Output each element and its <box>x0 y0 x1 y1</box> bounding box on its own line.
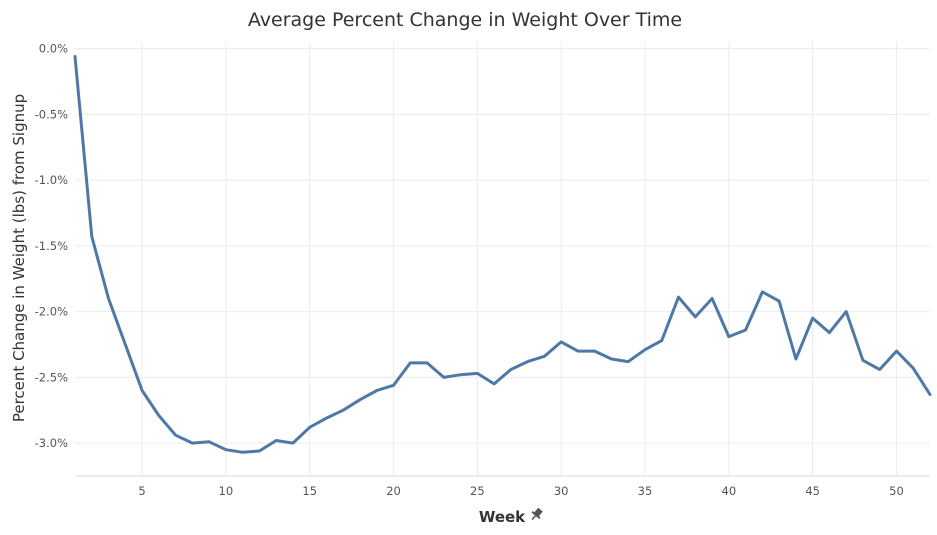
data-point[interactable] <box>525 359 531 365</box>
data-point[interactable] <box>726 334 732 340</box>
data-point[interactable] <box>692 314 698 320</box>
y-tick-label: -1.0% <box>35 173 68 187</box>
data-point[interactable] <box>290 440 296 446</box>
data-point[interactable] <box>474 370 480 376</box>
data-point[interactable] <box>793 356 799 362</box>
data-point[interactable] <box>223 447 229 453</box>
data-point[interactable] <box>776 298 782 304</box>
data-point[interactable] <box>89 234 95 240</box>
data-point[interactable] <box>625 359 631 365</box>
data-point[interactable] <box>609 356 615 362</box>
data-point[interactable] <box>139 388 145 394</box>
data-point[interactable] <box>357 397 363 403</box>
data-point[interactable] <box>709 296 715 302</box>
data-point[interactable] <box>759 289 765 295</box>
data-point[interactable] <box>659 338 665 344</box>
y-tick-label: -2.5% <box>35 370 68 384</box>
data-point[interactable] <box>826 330 832 336</box>
data-point[interactable] <box>575 348 581 354</box>
data-point[interactable] <box>106 296 112 302</box>
gridlines <box>75 42 930 476</box>
data-point[interactable] <box>407 360 413 366</box>
data-point[interactable] <box>240 449 246 455</box>
data-point[interactable] <box>458 372 464 378</box>
x-tick-label: 35 <box>638 484 653 498</box>
data-point[interactable] <box>122 342 128 348</box>
series-line[interactable] <box>73 55 932 454</box>
data-point[interactable] <box>910 365 916 371</box>
data-point[interactable] <box>391 382 397 388</box>
x-tick-label: 30 <box>554 484 569 498</box>
y-axis-title: Percent Change in Weight (lbs) from Sign… <box>10 94 28 422</box>
series-layer <box>72 54 933 455</box>
data-point[interactable] <box>173 432 179 438</box>
data-point[interactable] <box>189 440 195 446</box>
data-point[interactable] <box>592 348 598 354</box>
data-point[interactable] <box>256 448 262 454</box>
y-tick-label: -2.0% <box>35 305 68 319</box>
x-tick-label: 45 <box>805 484 820 498</box>
x-tick-label: 10 <box>219 484 234 498</box>
data-point[interactable] <box>441 374 447 380</box>
y-tick-label: 0.0% <box>39 42 68 56</box>
x-tick-label: 20 <box>386 484 401 498</box>
data-point[interactable] <box>324 415 330 421</box>
data-point[interactable] <box>206 439 212 445</box>
data-point[interactable] <box>307 424 313 430</box>
data-point[interactable] <box>558 339 564 345</box>
chart-title: Average Percent Change in Weight Over Ti… <box>248 9 682 31</box>
x-tick-label: 25 <box>470 484 485 498</box>
data-point[interactable] <box>843 309 849 315</box>
data-point[interactable] <box>273 438 279 444</box>
data-point[interactable] <box>340 407 346 413</box>
data-point[interactable] <box>491 381 497 387</box>
pin-icon[interactable] <box>528 506 544 522</box>
y-tick-label: -1.5% <box>35 239 68 253</box>
data-point[interactable] <box>508 367 514 373</box>
data-point[interactable] <box>676 294 682 300</box>
data-point[interactable] <box>541 353 547 359</box>
data-point[interactable] <box>374 388 380 394</box>
data-point[interactable] <box>424 360 430 366</box>
y-tick-labels: 0.0% -0.5% -1.0% -1.5% -2.0% -2.5% -3.0% <box>35 42 68 451</box>
x-tick-label: 50 <box>889 484 904 498</box>
x-axis-title[interactable]: Week <box>479 508 526 526</box>
y-tick-label: -3.0% <box>35 436 68 450</box>
x-tick-labels: 5 10 15 20 25 30 35 40 45 50 <box>138 484 903 498</box>
data-point[interactable] <box>927 392 933 398</box>
x-tick-label: 15 <box>302 484 317 498</box>
data-point[interactable] <box>810 315 816 321</box>
data-point[interactable] <box>156 413 162 419</box>
x-tick-label: 5 <box>138 484 145 498</box>
y-tick-label: -0.5% <box>35 107 68 121</box>
data-point[interactable] <box>642 347 648 353</box>
data-point[interactable] <box>877 367 883 373</box>
x-tick-label: 40 <box>722 484 737 498</box>
data-point[interactable] <box>860 357 866 363</box>
data-point[interactable] <box>743 327 749 333</box>
data-point[interactable] <box>894 348 900 354</box>
data-point[interactable] <box>72 54 78 60</box>
